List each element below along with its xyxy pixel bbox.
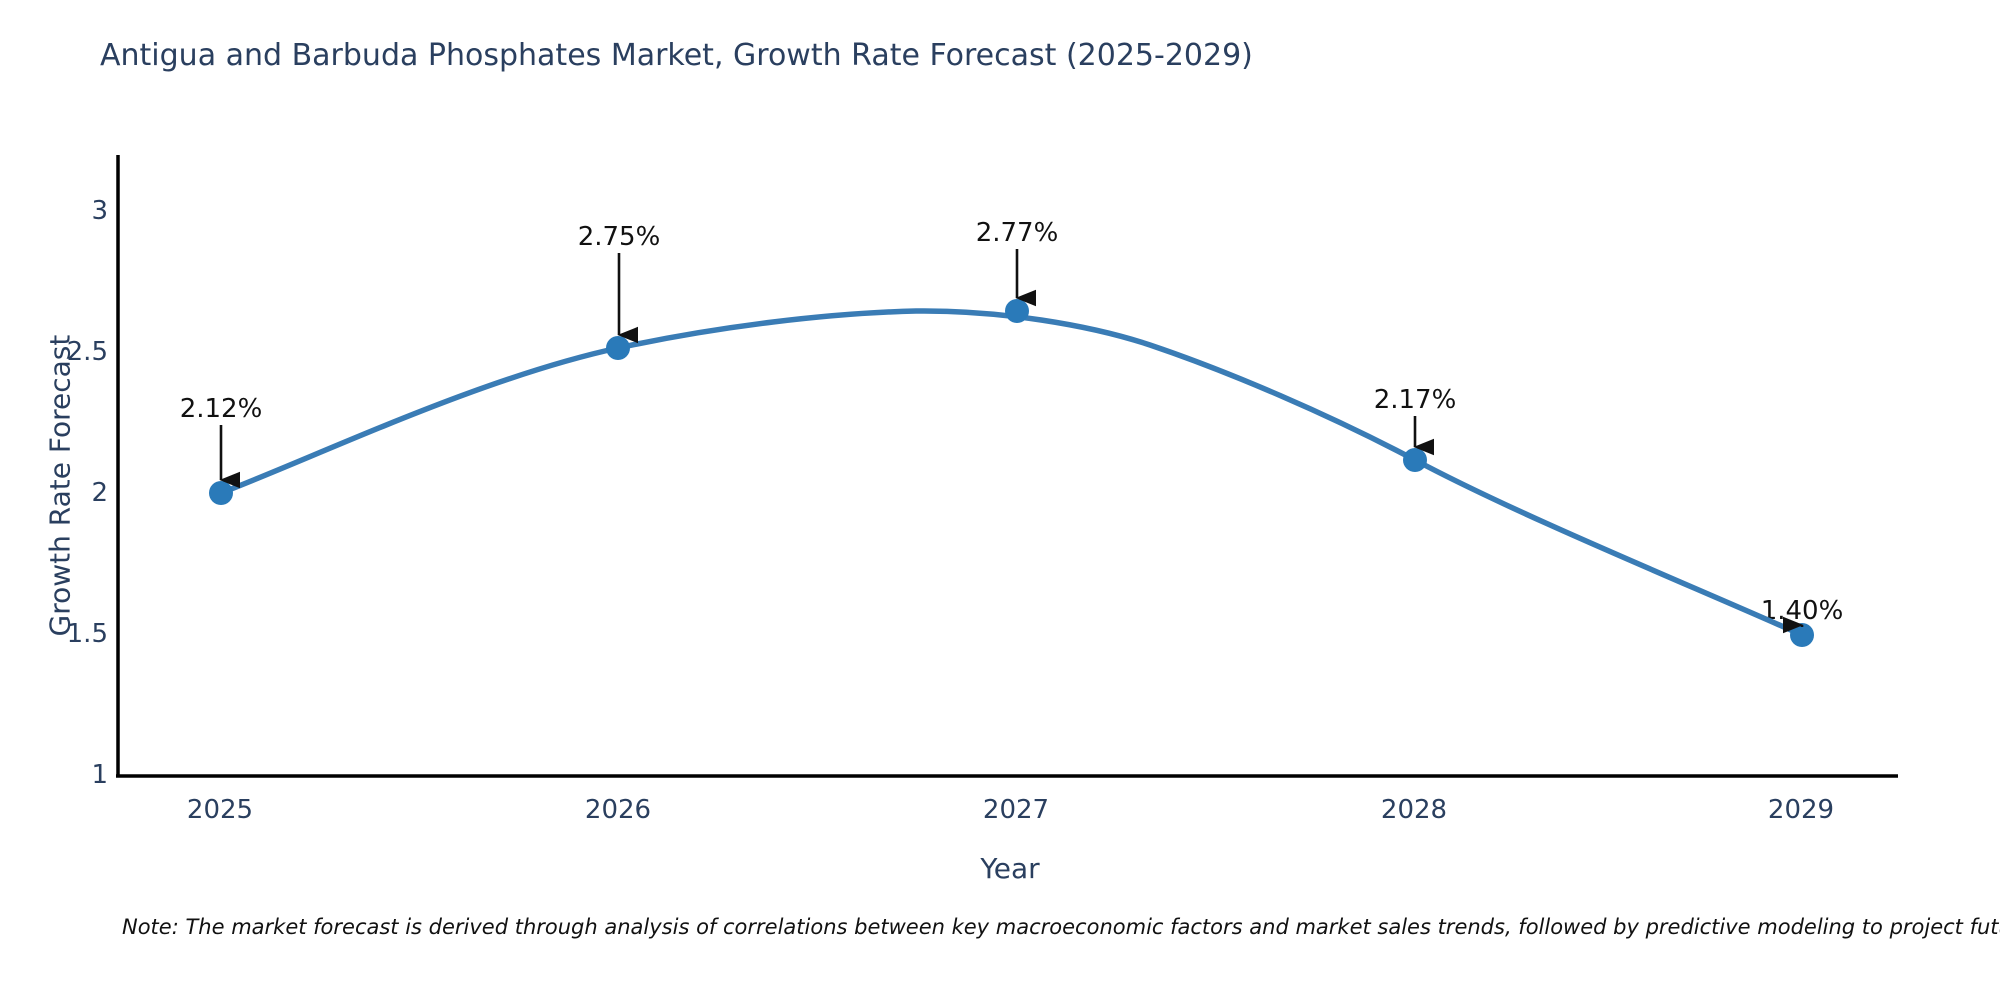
x-tick-label: 2028 [1380,795,1448,825]
x-axis-label: Year [980,852,1040,885]
x-tick-label: 2029 [1767,795,1835,825]
x-tick-label: 2025 [186,795,254,825]
x-tick-label: 2026 [584,795,652,825]
data-label-2028: 2.17% [1373,385,1457,415]
y-tick-label: 2 [91,478,108,508]
chart-title: Antigua and Barbuda Phosphates Market, G… [100,38,1253,73]
series-line [218,308,1805,638]
y-tick-label: 3 [91,196,108,226]
x-tick-label: 2027 [982,795,1050,825]
data-point-2028[interactable] [1403,448,1427,472]
y-tick-label: 2.5 [66,337,108,367]
data-label-2025: 2.12% [179,394,263,424]
data-point-2027[interactable] [1005,299,1029,323]
data-label-2026: 2.75% [577,222,661,252]
y-tick-label: 1 [91,760,108,790]
data-label-2027: 2.77% [975,218,1059,248]
y-tick-label: 1.5 [66,619,108,649]
data-point-2026[interactable] [606,336,630,360]
data-point-2025[interactable] [209,481,233,505]
chart-footnote: Note: The market forecast is derived thr… [122,915,2000,939]
y-axis-tick-labels: 1 1.5 2 2.5 3 [0,0,108,1000]
